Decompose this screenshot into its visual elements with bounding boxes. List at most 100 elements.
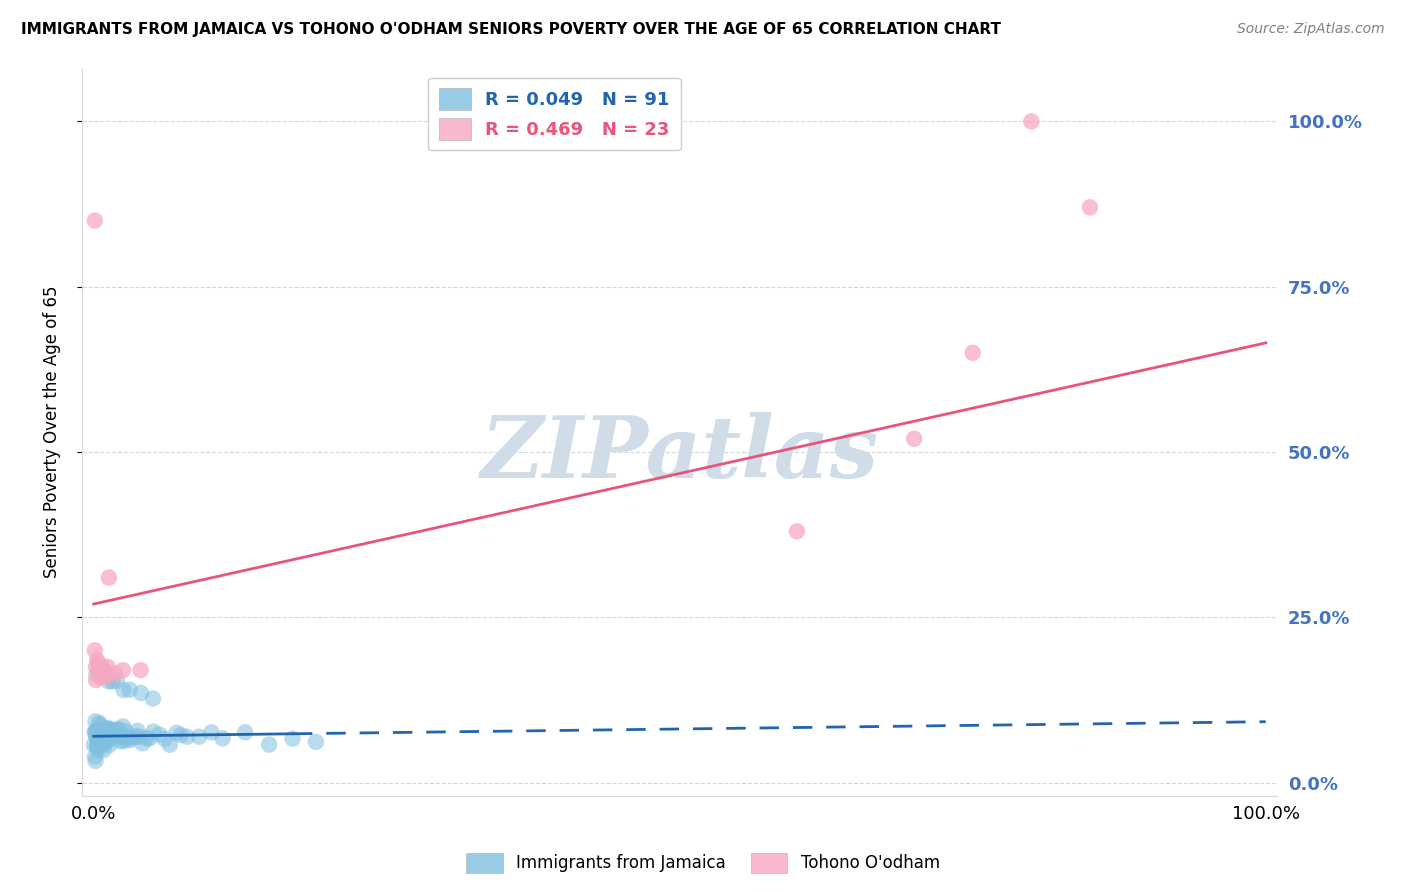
Point [89,663,111,677]
Point [305,735,328,749]
Point [84,714,107,729]
Point [97,571,120,585]
Point [131,736,153,750]
Point [98,722,121,736]
Point [97,730,120,744]
Point [93,724,115,739]
Point [84,730,107,744]
Point [1021,114,1043,128]
Point [93,732,115,747]
Point [94,723,117,737]
Point [257,738,280,752]
Point [83,738,105,752]
Point [100,728,122,742]
Point [103,723,125,738]
Point [94,665,117,679]
Point [112,719,135,733]
Point [170,728,193,742]
Point [90,730,112,744]
Point [84,673,107,687]
Point [87,743,110,757]
Point [91,666,114,681]
Point [114,724,136,739]
Point [93,722,115,736]
Point [962,346,984,360]
Point [96,723,118,737]
Point [84,723,107,738]
Point [112,734,135,748]
Text: IMMIGRANTS FROM JAMAICA VS TOHONO O'ODHAM SENIORS POVERTY OVER THE AGE OF 65 COR: IMMIGRANTS FROM JAMAICA VS TOHONO O'ODHA… [21,22,1001,37]
Point [86,731,108,745]
Point [96,670,118,684]
Point [104,729,127,743]
Point [129,686,152,700]
Point [84,749,107,764]
Point [129,663,152,677]
Legend: R = 0.049   N = 91, R = 0.469   N = 23: R = 0.049 N = 91, R = 0.469 N = 23 [427,78,681,151]
Point [94,666,117,681]
Point [91,724,114,739]
Point [125,729,148,743]
Point [84,725,107,739]
Point [89,665,111,680]
Point [87,733,110,747]
Point [903,432,925,446]
Point [159,738,181,752]
Point [97,660,120,674]
Point [104,666,127,681]
Point [121,731,143,745]
Point [96,734,118,748]
Point [83,213,105,227]
Point [90,726,112,740]
Point [105,727,128,741]
Point [86,653,108,667]
Point [90,725,112,739]
Legend: Immigrants from Jamaica, Tohono O'odham: Immigrants from Jamaica, Tohono O'odham [460,847,946,880]
Point [100,726,122,740]
Point [108,722,131,736]
Point [98,738,121,752]
Point [120,733,142,747]
Point [188,730,211,744]
Point [90,660,112,674]
Point [281,731,304,746]
Point [86,725,108,739]
Point [94,736,117,750]
Point [786,524,808,539]
Point [97,674,120,689]
Point [87,739,110,754]
Point [233,725,256,739]
Y-axis label: Seniors Poverty Over the Age of 65: Seniors Poverty Over the Age of 65 [44,286,60,578]
Point [112,731,135,746]
Point [118,682,141,697]
Point [84,754,107,768]
Point [176,730,198,744]
Point [103,726,125,740]
Point [89,718,111,732]
Point [128,730,150,744]
Point [90,737,112,751]
Point [138,731,160,746]
Point [166,725,188,739]
Point [105,673,128,688]
Point [83,643,105,657]
Point [90,665,112,679]
Point [91,735,114,749]
Point [101,730,124,744]
Point [86,739,108,754]
Point [93,743,115,757]
Point [1078,200,1101,214]
Point [84,660,107,674]
Text: Source: ZipAtlas.com: Source: ZipAtlas.com [1237,22,1385,37]
Point [110,734,132,748]
Point [108,730,131,744]
Point [200,725,222,739]
Point [87,657,110,671]
Point [142,691,165,706]
Point [211,731,233,746]
Point [91,732,114,747]
Point [89,715,111,730]
Point [105,723,128,737]
Point [112,683,135,698]
Point [97,732,120,747]
